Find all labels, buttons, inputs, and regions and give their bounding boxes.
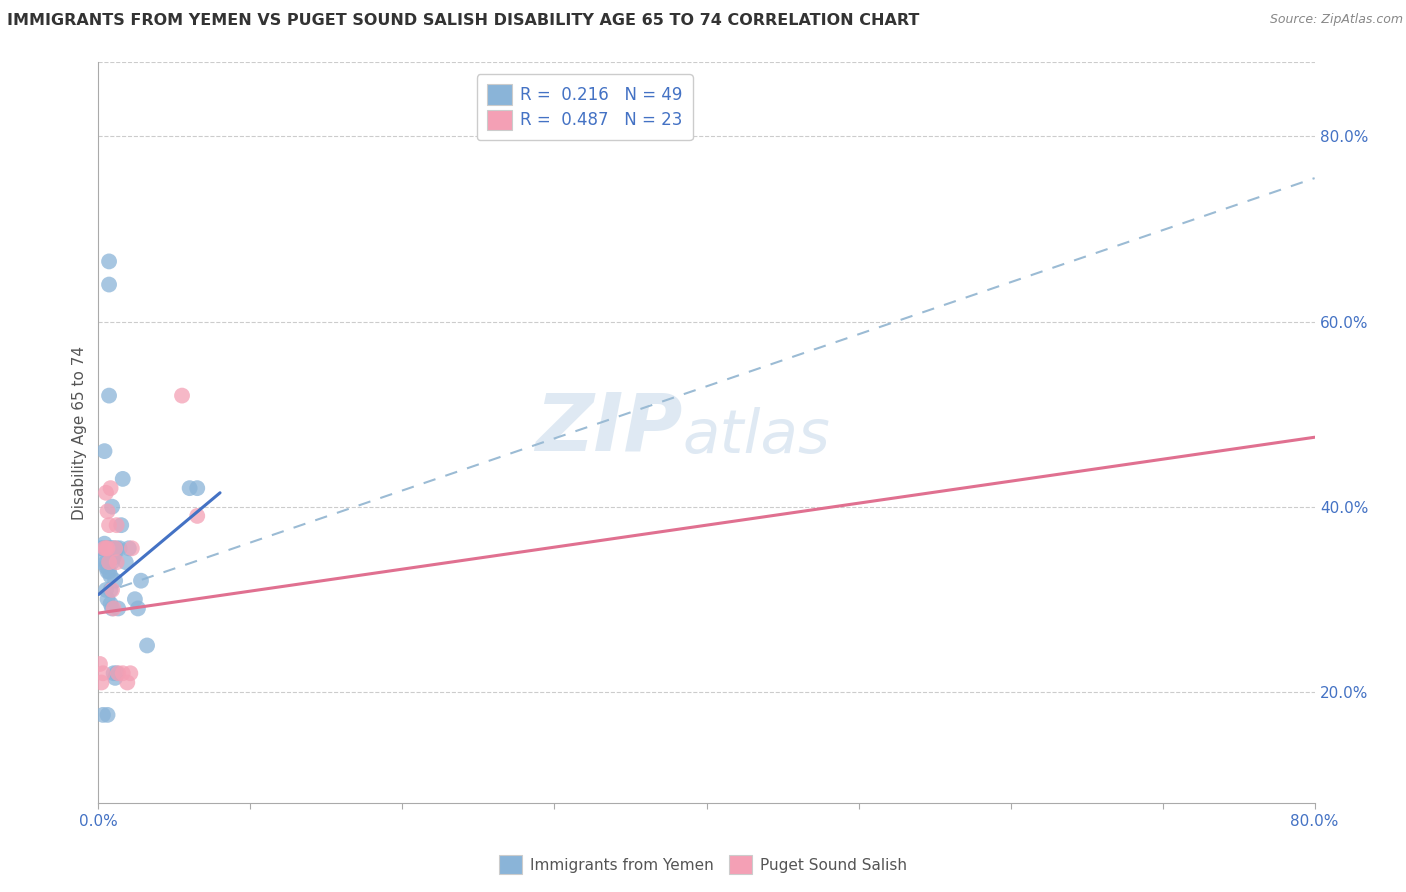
Point bbox=[94, 541, 117, 556]
Point bbox=[98, 541, 121, 556]
Point bbox=[98, 277, 121, 292]
Point bbox=[127, 601, 149, 615]
Y-axis label: Disability Age 65 to 74: Disability Age 65 to 74 bbox=[72, 345, 87, 520]
Point bbox=[96, 541, 118, 556]
Point bbox=[96, 541, 118, 556]
Point bbox=[100, 541, 122, 556]
Point bbox=[101, 541, 124, 556]
Point bbox=[101, 601, 124, 615]
Point bbox=[101, 555, 124, 569]
Point bbox=[96, 565, 118, 579]
Point bbox=[93, 537, 115, 551]
Point bbox=[103, 666, 125, 681]
Point bbox=[93, 444, 115, 458]
Text: IMMIGRANTS FROM YEMEN VS PUGET SOUND SALISH DISABILITY AGE 65 TO 74 CORRELATION : IMMIGRANTS FROM YEMEN VS PUGET SOUND SAL… bbox=[7, 13, 920, 29]
Point bbox=[107, 601, 129, 615]
Point bbox=[98, 254, 121, 268]
Point bbox=[120, 666, 142, 681]
Point bbox=[186, 481, 208, 495]
Point bbox=[100, 569, 122, 583]
Point bbox=[121, 541, 143, 556]
Point bbox=[91, 541, 114, 556]
Point bbox=[105, 555, 128, 569]
Point bbox=[124, 592, 146, 607]
Point bbox=[105, 518, 128, 533]
Point bbox=[104, 671, 127, 685]
Point bbox=[111, 666, 134, 681]
Point bbox=[94, 485, 117, 500]
Point bbox=[98, 565, 121, 579]
Point bbox=[101, 582, 124, 597]
Point bbox=[93, 541, 115, 556]
Point bbox=[105, 666, 128, 681]
Point bbox=[110, 518, 132, 533]
Point bbox=[100, 481, 122, 495]
Point bbox=[91, 666, 114, 681]
Legend: R =  0.216   N = 49, R =  0.487   N = 23: R = 0.216 N = 49, R = 0.487 N = 23 bbox=[477, 74, 693, 140]
Point bbox=[186, 508, 208, 523]
Point bbox=[108, 541, 131, 556]
Point bbox=[94, 559, 117, 574]
Text: atlas: atlas bbox=[682, 407, 830, 466]
Point bbox=[90, 675, 112, 690]
Point bbox=[96, 707, 118, 722]
Point bbox=[170, 389, 193, 403]
Point bbox=[101, 500, 124, 514]
Point bbox=[103, 541, 125, 556]
Point bbox=[117, 675, 139, 690]
Point bbox=[105, 541, 128, 556]
Point bbox=[129, 574, 152, 588]
Point bbox=[104, 574, 127, 588]
Point bbox=[98, 389, 121, 403]
Point bbox=[96, 504, 118, 518]
Point bbox=[98, 518, 121, 533]
Point bbox=[136, 639, 159, 653]
Point bbox=[114, 555, 136, 569]
Text: Source: ZipAtlas.com: Source: ZipAtlas.com bbox=[1270, 13, 1403, 27]
Point bbox=[103, 550, 125, 565]
Point bbox=[89, 541, 111, 556]
Point bbox=[118, 541, 141, 556]
Point bbox=[104, 546, 127, 560]
Point bbox=[107, 666, 129, 681]
Point bbox=[94, 555, 117, 569]
Point bbox=[94, 582, 117, 597]
Point bbox=[98, 555, 121, 569]
Point bbox=[103, 601, 125, 615]
Point bbox=[100, 550, 122, 565]
Point bbox=[100, 582, 122, 597]
Point bbox=[89, 657, 111, 671]
Point bbox=[111, 472, 134, 486]
Point bbox=[93, 541, 115, 556]
Legend: Immigrants from Yemen, Puget Sound Salish: Immigrants from Yemen, Puget Sound Salis… bbox=[494, 849, 912, 880]
Point bbox=[94, 541, 117, 556]
Point bbox=[90, 555, 112, 569]
Point bbox=[96, 592, 118, 607]
Point bbox=[179, 481, 201, 495]
Text: ZIP: ZIP bbox=[534, 390, 682, 468]
Point bbox=[104, 541, 127, 556]
Point bbox=[91, 707, 114, 722]
Point bbox=[100, 597, 122, 611]
